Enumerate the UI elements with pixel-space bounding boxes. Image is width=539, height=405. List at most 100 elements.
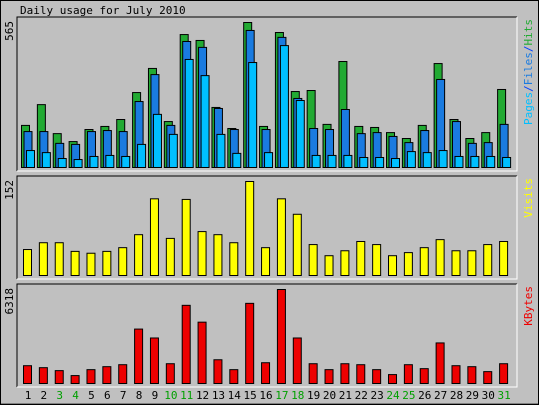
bar <box>359 156 369 168</box>
bar <box>57 158 67 169</box>
bar <box>311 154 321 168</box>
bar <box>149 198 159 277</box>
legend-separator: / <box>522 46 535 53</box>
bar <box>86 369 96 385</box>
bar <box>435 342 445 384</box>
bar <box>454 155 464 168</box>
bar <box>419 368 429 385</box>
bar <box>213 234 223 276</box>
legend: KBytes <box>522 286 535 326</box>
x-tick-label: 2 <box>41 389 48 402</box>
x-tick-label: 13 <box>212 389 225 402</box>
x-tick-label: 25 <box>402 389 415 402</box>
bar <box>467 366 477 385</box>
bar <box>388 374 398 385</box>
x-tick-label: 10 <box>164 389 177 402</box>
x-tick-label: 26 <box>418 389 431 402</box>
x-tick-label: 8 <box>136 389 143 402</box>
bar <box>168 133 178 168</box>
bar <box>23 249 32 277</box>
x-tick-label: 21 <box>339 389 352 402</box>
bar <box>245 181 255 276</box>
bar <box>261 362 271 385</box>
bar <box>375 156 385 168</box>
bar <box>70 250 80 276</box>
x-tick-label: 23 <box>371 389 384 402</box>
bar <box>181 198 191 276</box>
bar <box>181 304 191 384</box>
bar <box>102 366 112 385</box>
bar <box>499 240 509 277</box>
bar <box>419 247 429 276</box>
panel-edge <box>16 283 517 387</box>
bar <box>295 100 305 168</box>
bar <box>327 154 337 168</box>
bar <box>343 154 353 168</box>
bar <box>324 255 334 276</box>
bar <box>279 45 289 168</box>
x-tick-label: 4 <box>72 389 79 402</box>
bar <box>232 152 242 168</box>
bar <box>502 156 512 168</box>
legend-separator: / <box>522 85 535 92</box>
chart-title: Daily usage for July 2010 <box>20 4 186 17</box>
bar <box>292 213 302 277</box>
bar <box>292 337 302 385</box>
legend-entry: Files <box>522 52 535 85</box>
x-tick-label: 3 <box>56 389 63 402</box>
bar <box>486 155 496 168</box>
bar <box>248 62 258 168</box>
legend: Pages/Files/Hits <box>522 19 535 125</box>
bar <box>70 375 80 385</box>
x-tick-label: 19 <box>307 389 320 402</box>
bar <box>121 155 131 168</box>
bar <box>73 159 83 169</box>
bar <box>422 152 432 169</box>
bar <box>261 247 271 276</box>
bar <box>23 365 32 385</box>
x-tick-label: 7 <box>120 389 127 402</box>
bar <box>102 250 112 276</box>
bar <box>451 250 461 276</box>
legend-entry: Hits <box>522 19 535 46</box>
bar <box>54 370 64 385</box>
x-tick-label: 16 <box>259 389 272 402</box>
bar <box>340 250 350 276</box>
bar <box>26 150 35 169</box>
y-tick-label: 565 <box>3 21 16 41</box>
x-tick-label: 12 <box>196 389 209 402</box>
x-tick-label: 18 <box>291 389 304 402</box>
bar <box>308 363 318 385</box>
bar <box>406 151 416 169</box>
panel-edge <box>17 176 518 280</box>
bar <box>38 367 48 385</box>
x-tick-label: 5 <box>88 389 95 402</box>
x-tick-label: 9 <box>152 389 159 402</box>
bar <box>197 321 207 385</box>
bar <box>184 58 194 169</box>
bar <box>276 289 286 384</box>
bar <box>200 75 210 168</box>
bar <box>391 158 401 169</box>
bar <box>229 369 239 385</box>
bar <box>276 198 286 277</box>
bar <box>451 365 461 385</box>
x-tick-label: 14 <box>228 389 242 402</box>
legend-entry: Visits <box>522 178 535 218</box>
bar <box>470 155 480 168</box>
x-tick-label: 1 <box>25 389 32 402</box>
bar <box>438 150 448 169</box>
x-tick-label: 17 <box>275 389 288 402</box>
bar <box>403 252 413 277</box>
bar <box>134 234 144 276</box>
bar <box>165 237 175 276</box>
bar <box>149 337 159 385</box>
bar <box>54 242 64 276</box>
bar <box>483 371 493 385</box>
x-tick-label: 30 <box>482 389 495 402</box>
bar <box>213 359 223 385</box>
y-tick-label: 6318 <box>3 288 16 315</box>
bar <box>134 328 144 384</box>
